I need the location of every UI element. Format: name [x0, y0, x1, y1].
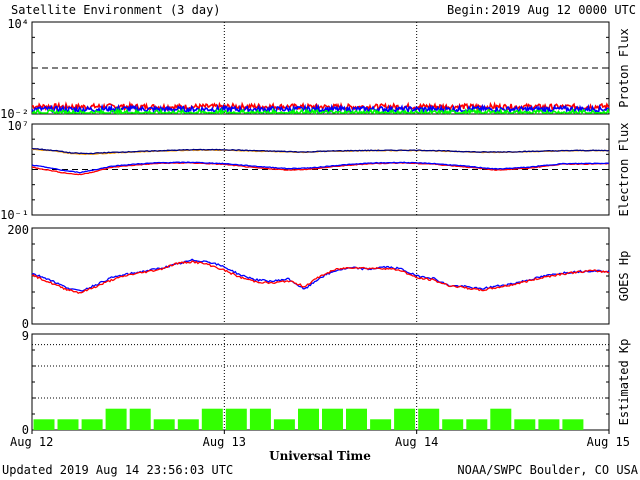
proton-flux-panel: 10⁴ 10⁻² Proton Flux — [0, 17, 631, 121]
credit-text: NOAA/SWPC Boulder, CO USA — [457, 463, 638, 477]
kp-bar — [129, 408, 151, 430]
x-axis: Aug 12 Aug 13 Aug 14 Aug 15 — [10, 430, 630, 449]
y-axis-label: Estimated Kp — [617, 339, 631, 426]
kp-bar — [394, 408, 416, 430]
y-axis-label: GOES Hp — [617, 251, 631, 302]
goes-hp-panel: 200 0 GOES Hp — [7, 223, 631, 331]
kp-bar — [346, 408, 367, 430]
y-tick-label-bottom: 10⁻¹ — [0, 208, 29, 222]
electron-series-navy — [31, 147, 610, 155]
kp-bar — [33, 419, 55, 430]
kp-bar — [442, 419, 464, 430]
x-axis-title: Universal Time — [269, 449, 371, 463]
kp-bar — [490, 408, 512, 430]
y-tick-label-bottom: 10⁻² — [0, 107, 29, 121]
begin-value: 2019 Aug 12 0000 UTC — [492, 3, 637, 17]
kp-bar — [249, 408, 271, 430]
kp-bar — [538, 419, 560, 430]
kp-bar — [105, 408, 127, 430]
kp-bar — [201, 408, 223, 430]
kp-bar — [562, 419, 584, 430]
kp-bar — [298, 408, 319, 430]
kp-bar — [153, 419, 175, 430]
kp-bar — [418, 408, 440, 430]
kp-bar — [81, 419, 103, 430]
updated-text: Updated 2019 Aug 14 23:56:03 UTC — [2, 463, 233, 477]
y-tick-label-top: 10⁷ — [7, 119, 29, 133]
y-axis-label: Electron Flux — [617, 123, 631, 217]
proton-series-blue — [31, 103, 610, 116]
proton-series-green — [32, 107, 610, 116]
kp-bar — [225, 408, 247, 430]
y-axis-label: Proton Flux — [617, 28, 631, 107]
x-tick-label: Aug 14 — [395, 435, 438, 449]
x-tick-label: Aug 15 — [587, 435, 630, 449]
kp-bar — [57, 419, 79, 430]
y-tick-label-top: 200 — [7, 223, 29, 237]
kp-bar — [370, 419, 392, 430]
kp-bar — [322, 408, 343, 430]
kp-bar — [177, 419, 199, 430]
x-tick-label: Aug 13 — [203, 435, 246, 449]
hp-series-red — [31, 260, 610, 294]
y-tick-label-bottom: 0 — [22, 423, 29, 437]
begin-label: Begin: — [447, 3, 490, 17]
kp-bar — [273, 419, 295, 430]
kp-bar — [514, 419, 536, 430]
y-tick-label-top: 9 — [22, 329, 29, 343]
chart-title: Satellite Environment (3 day) — [11, 3, 221, 17]
y-tick-label-top: 10⁴ — [7, 17, 29, 31]
y-tick-label-bottom: 0 — [22, 317, 29, 331]
electron-series-red — [31, 161, 609, 176]
electron-series-blue — [31, 161, 610, 174]
electron-flux-panel: 10⁷ 10⁻¹ Electron Flux — [0, 119, 631, 222]
kp-bar — [466, 419, 488, 430]
estimated-kp-panel: 9 0 Estimated Kp — [22, 329, 631, 437]
x-tick-label: Aug 12 — [10, 435, 53, 449]
